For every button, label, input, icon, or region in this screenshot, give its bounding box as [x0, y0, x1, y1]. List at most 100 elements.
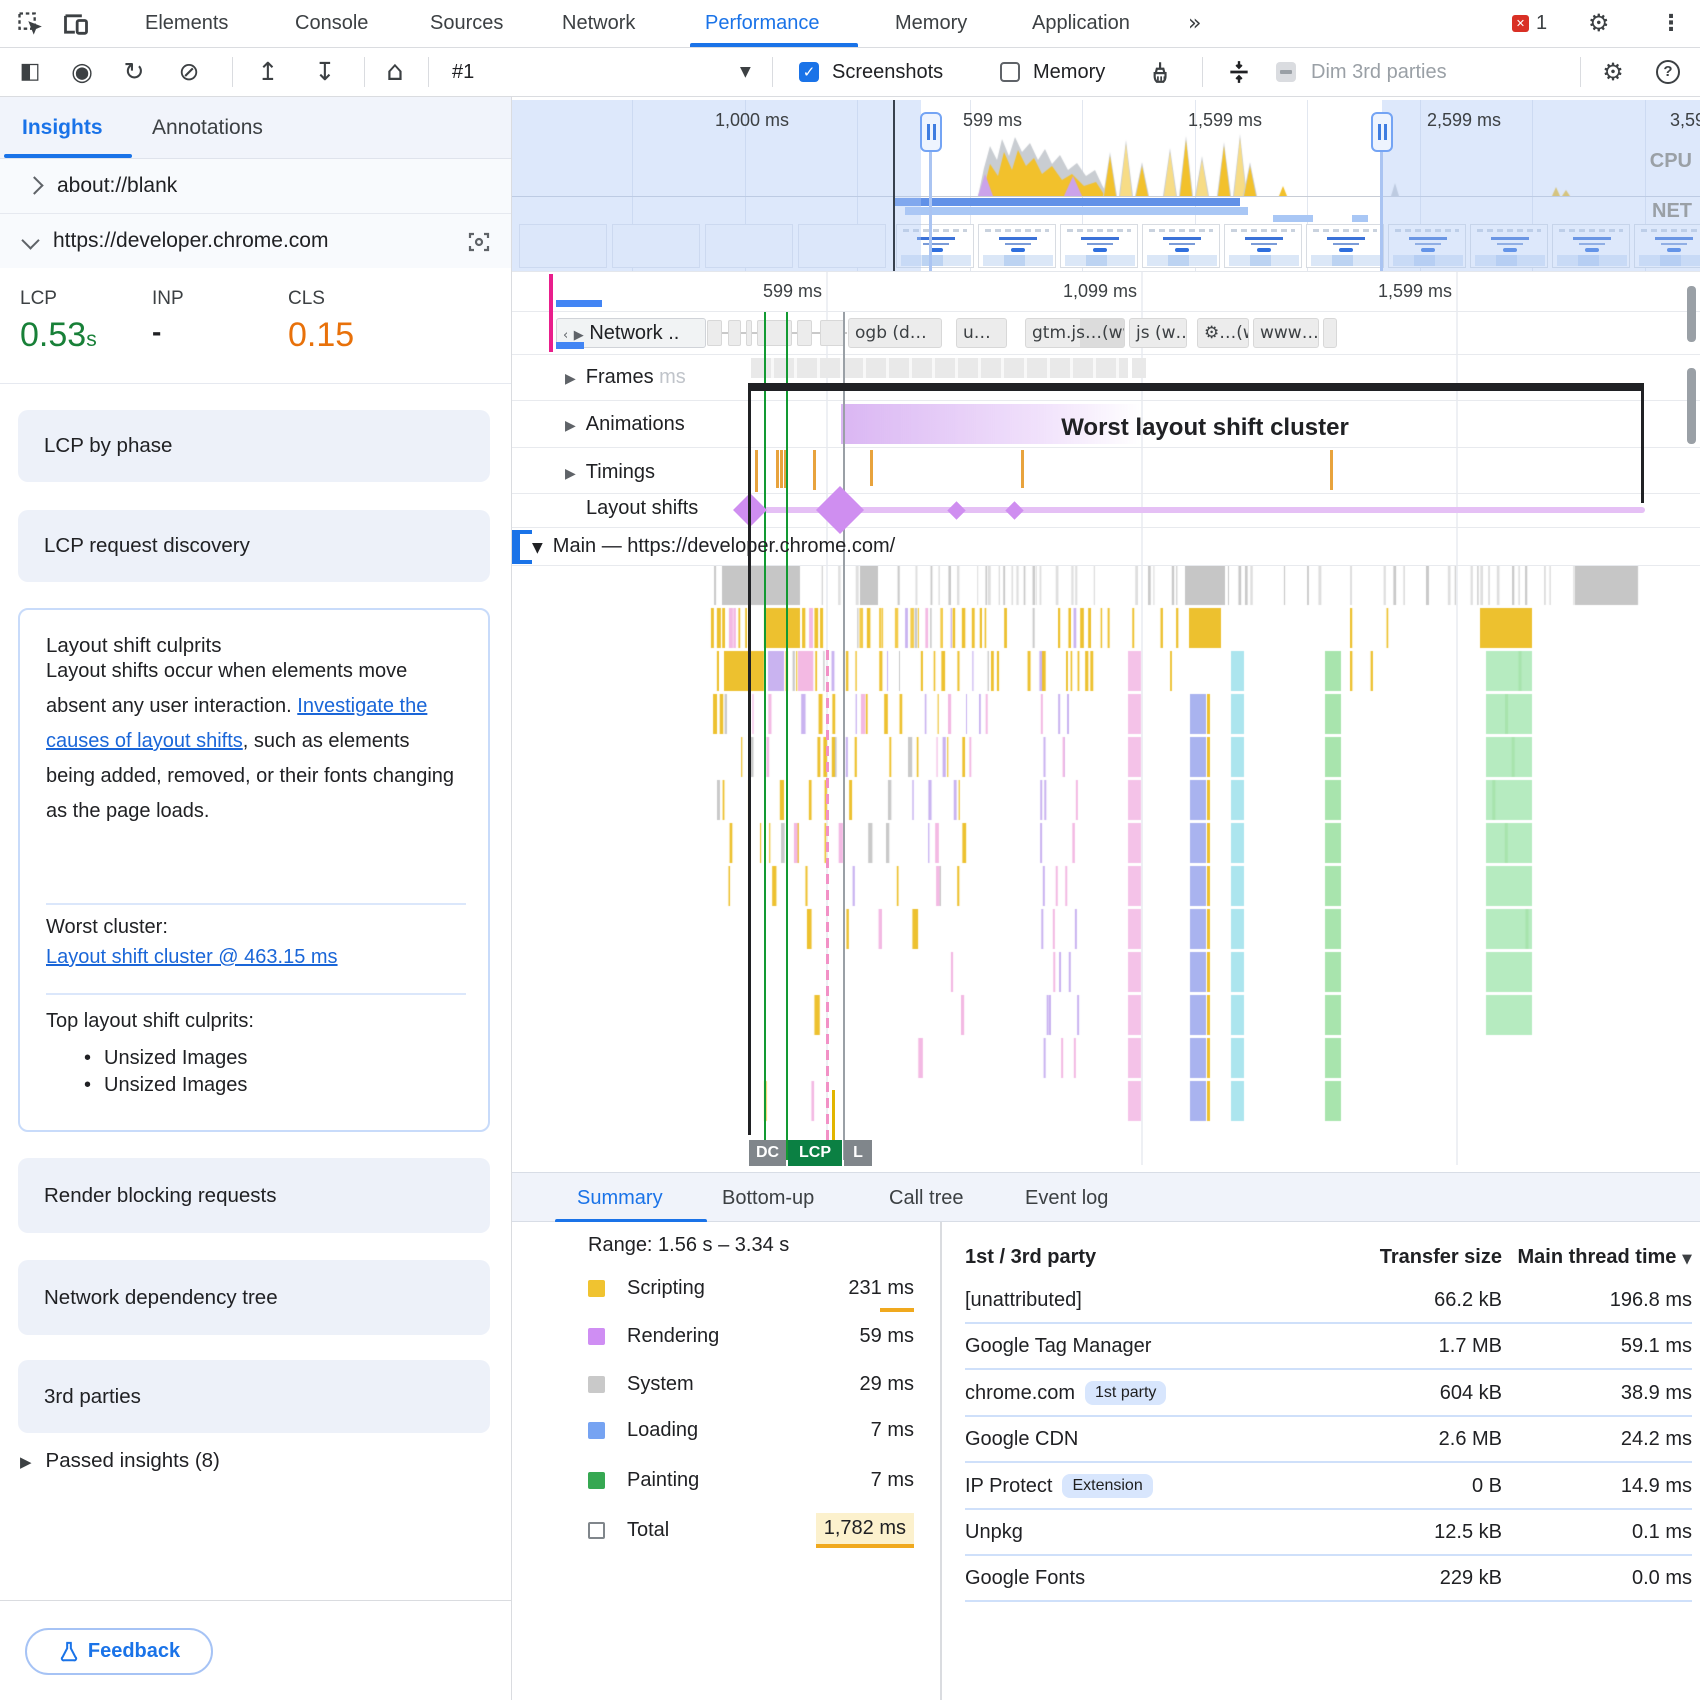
record-icon[interactable]: ◉	[71, 57, 93, 86]
network-request-chip[interactable]: www…	[1253, 318, 1319, 348]
tab-summary[interactable]: Summary	[577, 1187, 663, 1209]
tab-elements[interactable]: Elements	[145, 12, 229, 34]
toggle-sidebar-icon[interactable]: ◧	[19, 59, 41, 84]
separator	[772, 57, 773, 87]
device-toolbar-icon[interactable]	[62, 10, 90, 38]
filmstrip-screenshot[interactable]	[978, 224, 1056, 268]
inspect-icon[interactable]	[16, 10, 44, 38]
window-handle-right[interactable]	[1371, 112, 1393, 152]
table-row[interactable]: [unattributed] 66.2 kB 196.8 ms	[965, 1278, 1692, 1324]
recording-select[interactable]: #1	[452, 61, 475, 83]
marker-chip-lcp[interactable]: LCP	[788, 1140, 842, 1166]
tab-memory[interactable]: Memory	[895, 12, 968, 34]
metric-cls-value[interactable]: 0.15	[288, 316, 355, 354]
overview-ruler-label: 1,000 ms	[714, 110, 789, 130]
overview-ruler-label: 2,599 ms	[1427, 110, 1502, 130]
screenshots-checkbox[interactable]: ✓	[799, 62, 819, 82]
tab-bottom-up[interactable]: Bottom-up	[722, 1187, 815, 1209]
tab-sources[interactable]: Sources	[430, 12, 504, 34]
table-row[interactable]: chrome.com 1st party 604 kB 38.9 ms	[965, 1371, 1692, 1417]
metric-lcp-value[interactable]: 0.53s	[20, 316, 97, 354]
main-thread-flamechart[interactable]	[512, 565, 1700, 1165]
table-row[interactable]: Google CDN 2.6 MB 24.2 ms	[965, 1417, 1692, 1463]
table-row[interactable]: Unpkg 12.5 kB 0.1 ms	[965, 1510, 1692, 1556]
filmstrip-screenshot[interactable]	[1060, 224, 1138, 268]
capture-settings-gear-icon[interactable]: ⚙	[1602, 58, 1624, 86]
network-request-chip[interactable]: js (w…	[1129, 318, 1187, 348]
clear-icon[interactable]: ⊘	[178, 57, 200, 86]
filmstrip-screenshot[interactable]	[896, 224, 974, 268]
capture-viewport-icon[interactable]	[467, 230, 491, 254]
tab-console[interactable]: Console	[295, 12, 369, 34]
collapse-tracks-icon[interactable]	[1226, 59, 1252, 85]
insight-card-3rd-parties[interactable]: 3rd parties	[18, 1360, 490, 1433]
sort-desc-icon[interactable]: ▼	[1682, 1251, 1692, 1267]
error-badge-icon[interactable]: ✕	[1512, 15, 1529, 32]
recording-dropdown-icon[interactable]: ▼	[740, 64, 751, 80]
filmstrip-screenshot[interactable]	[1224, 224, 1302, 268]
feedback-button[interactable]: Feedback	[25, 1628, 213, 1675]
insight-card-network-tree[interactable]: Network dependency tree	[18, 1260, 490, 1335]
upload-profile-icon[interactable]: ↥	[257, 57, 279, 86]
track-label-timings[interactable]: ▶ Timings	[565, 461, 656, 483]
network-request-chip[interactable]: ogb (d…	[848, 318, 942, 348]
window-handle-left[interactable]	[920, 112, 942, 152]
decor	[1579, 243, 1605, 245]
insight-card-lcp-request-discovery[interactable]: LCP request discovery	[18, 510, 490, 582]
layout-shift-diamond[interactable]	[1005, 501, 1024, 520]
investigate-link[interactable]: Investigate the causes of layout shifts	[46, 695, 428, 752]
help-icon[interactable]: ?	[1656, 60, 1680, 84]
chevron-down-icon	[21, 231, 40, 250]
marker-chip-load[interactable]: L	[844, 1140, 872, 1166]
tab-performance[interactable]: Performance	[705, 12, 820, 34]
network-request-chip[interactable]: ⚙…(w	[1197, 318, 1249, 348]
tab-event-log[interactable]: Event log	[1025, 1187, 1109, 1209]
decor	[707, 320, 722, 346]
tab-network[interactable]: Network	[562, 12, 636, 34]
memory-checkbox[interactable]	[1000, 62, 1020, 82]
table-row[interactable]: Google Tag Manager 1.7 MB 59.1 ms	[965, 1324, 1692, 1370]
origin-row-main[interactable]: https://developer.chrome.com	[0, 214, 511, 269]
network-request-chip[interactable]: gtm.js…(ww	[1025, 318, 1125, 348]
filmstrip-screenshot[interactable]	[1142, 224, 1220, 268]
filmstrip-screenshot[interactable]	[1634, 224, 1700, 268]
tab-call-tree[interactable]: Call tree	[889, 1187, 964, 1209]
scrollbar-thumb[interactable]	[1687, 286, 1696, 342]
decor	[923, 243, 949, 245]
filmstrip-screenshot[interactable]	[1552, 224, 1630, 268]
filmstrip-screenshot[interactable]	[1470, 224, 1548, 268]
legend-swatch	[588, 1375, 605, 1393]
track-label-layout-shifts[interactable]: Layout shifts	[586, 497, 699, 519]
table-row[interactable]: IP Protect Extension 0 B 14.9 ms	[965, 1464, 1692, 1510]
home-icon[interactable]: ⌂	[386, 56, 404, 87]
network-request-chip[interactable]	[1323, 318, 1337, 348]
table-row[interactable]: Google Fonts 229 kB 0.0 ms	[965, 1556, 1692, 1602]
handle-stem	[1380, 152, 1383, 272]
insight-card-layout-shift-culprits[interactable]: Layout shift culprits Layout shifts occu…	[18, 608, 490, 1132]
worst-cluster-link[interactable]: Layout shift cluster @ 463.15 ms	[46, 946, 338, 968]
insight-card-render-blocking[interactable]: Render blocking requests	[18, 1158, 490, 1233]
reload-record-icon[interactable]: ↻	[123, 57, 145, 86]
marker-chip-dcl[interactable]: DC	[749, 1140, 786, 1166]
origin-row-blank[interactable]: about://blank	[0, 159, 511, 214]
decor	[1661, 243, 1687, 245]
settings-gear-icon[interactable]: ⚙	[1588, 9, 1610, 37]
more-tabs-icon[interactable]: »	[1188, 11, 1202, 36]
track-label-animations[interactable]: ▶ Animations	[565, 413, 685, 435]
tab-application[interactable]: Application	[1032, 12, 1130, 34]
tab-annotations[interactable]: Annotations	[152, 116, 263, 139]
passed-insights-toggle[interactable]: ▶ Passed insights (8)	[20, 1449, 220, 1472]
layout-shift-diamond[interactable]	[947, 501, 966, 520]
track-label-frames[interactable]: ▶ Frames ms	[565, 366, 686, 388]
tab-insights[interactable]: Insights	[22, 116, 103, 139]
track-label-main[interactable]: ▼ Main — https://developer.chrome.com/	[532, 535, 896, 557]
insight-card-lcp-by-phase[interactable]: LCP by phase	[18, 410, 490, 482]
dim-3rd-parties-toggle[interactable]	[1276, 62, 1296, 82]
network-request-chip[interactable]: u…	[956, 318, 1007, 348]
kebab-menu-icon[interactable]: ⋮	[1660, 11, 1682, 36]
filmstrip-screenshot[interactable]	[1388, 224, 1466, 268]
download-profile-icon[interactable]: ↧	[314, 57, 336, 86]
garbage-collect-icon[interactable]	[1146, 59, 1172, 85]
scrollbar-thumb[interactable]	[1687, 368, 1696, 444]
filmstrip-screenshot[interactable]	[1306, 224, 1384, 268]
